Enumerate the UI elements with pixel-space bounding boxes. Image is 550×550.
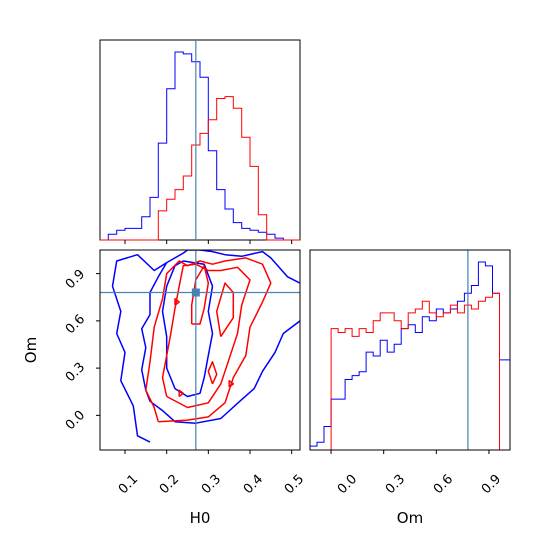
om-histogram-background [310,250,510,450]
tick-label-h0-1: 0.2 [157,472,182,497]
tick-label-om-y-1: 0.3 [63,360,88,385]
tick-label-om-x-2: 0.6 [431,472,456,497]
tick-label-om-x-0: 0.0 [335,472,360,497]
om-histogram-frame [309,249,511,451]
joint-contour-1 [140,262,300,424]
joint-contour-9 [178,389,185,398]
om-histogram-series-0 [310,261,510,450]
tick-label-h0-3: 0.4 [241,472,266,497]
tick-label-h0-2: 0.3 [199,472,224,497]
tick-label-om-y-0: 0.0 [63,408,88,433]
joint-contour-4 [161,263,251,409]
om-histogram-series-1 [310,292,510,450]
om-histogram-series [310,250,510,450]
h0-histogram-panel [99,39,301,244]
joint-contour-0 [111,250,300,443]
h0-histogram-series-1 [100,96,300,241]
joint-contour-panel [96,249,301,454]
tick-label-om-x-3: 0.9 [479,472,504,497]
joint-contour-2 [161,260,214,398]
tick-label-h0-4: 0.5 [282,472,307,497]
om-histogram-ticks [330,450,490,454]
om-histogram-panel [309,249,511,454]
x-axis-label-h0: H0 [190,509,211,527]
joint-contour-6 [215,282,235,338]
joint-panel-background [100,250,300,450]
joint-ticks [96,273,293,454]
joint-contour-8 [228,379,235,388]
joint-panel-frame [99,249,301,451]
h0-histogram-ticks [124,240,293,244]
joint-contour-7 [207,361,218,385]
h0-histogram-series [100,40,300,241]
om-y-tick-labels: 0.0 0.3 0.6 0.9 [63,267,88,433]
x-axis-label-om: Om [397,509,423,527]
tick-label-h0-0: 0.1 [116,472,141,497]
y-axis-label-om: Om [22,337,40,363]
joint-contour-5 [190,264,210,325]
h0-x-tick-labels: 0.1 0.2 0.3 0.4 0.5 [116,472,307,497]
joint-contour-10 [174,298,180,306]
tick-label-om-x-1: 0.3 [383,472,408,497]
h0-histogram-series-0 [100,51,300,241]
joint-truth-marker [191,288,200,297]
om-x-tick-labels: 0.0 0.3 0.6 0.9 [335,472,504,497]
joint-contours [100,250,300,450]
tick-label-om-y-3: 0.9 [63,267,88,292]
tick-label-om-y-2: 0.6 [63,312,88,337]
